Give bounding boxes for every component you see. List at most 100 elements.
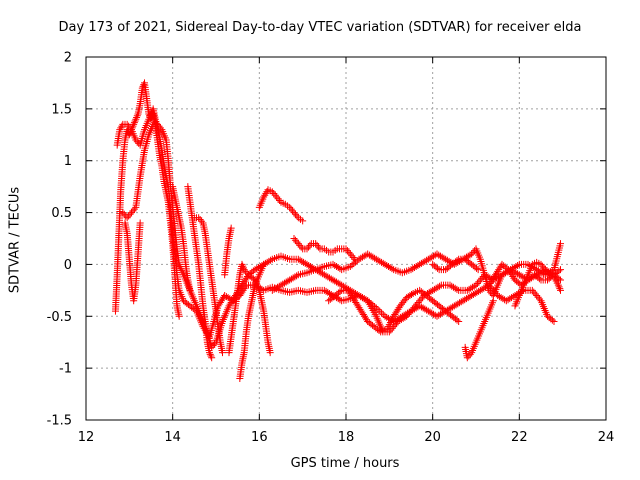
data-point [290,209,298,217]
y-tick-label: 2 [64,51,72,66]
data-point [123,120,131,128]
data-point [541,266,549,274]
data-point [486,288,494,296]
data-point [538,262,546,270]
data-point [156,124,164,132]
data-point [294,240,302,248]
data-point [240,266,248,274]
data-point [531,290,539,298]
y-tick-label: -1 [59,362,72,377]
data-point [206,350,214,358]
data-point [119,209,127,217]
data-point [242,267,250,275]
data-point [128,209,135,217]
y-tick-label: 1.5 [51,102,72,117]
data-point [206,349,213,357]
x-tick-label: 12 [78,430,95,445]
data-point [270,190,278,198]
data-point [465,352,473,360]
data-point [266,349,274,357]
data-point [374,306,382,314]
data-point [474,266,482,274]
y-tick-label: -1.5 [47,414,72,429]
data-point [299,217,307,225]
data-point [530,288,538,296]
data-point [407,307,415,315]
data-point [293,212,301,220]
data-point [466,350,474,358]
data-point [555,283,563,291]
data-point [126,210,134,218]
data-point [534,293,542,301]
data-point [346,263,354,271]
data-point [313,241,321,249]
data-point [489,297,497,305]
data-point [289,207,297,215]
data-point [535,275,543,283]
data-point [296,241,304,249]
data-point [125,122,133,130]
data-point [274,195,282,203]
y-tick-label: -0.5 [47,310,72,325]
data-point [130,119,138,127]
data-point [267,256,275,264]
data-point [388,265,396,273]
data-point [293,272,301,280]
data-point [345,248,353,256]
data-point [243,269,251,277]
data-point [349,254,357,262]
data-point [273,193,281,201]
data-point [528,286,536,294]
x-tick-label: 24 [598,430,615,445]
data-point [536,295,544,303]
data-point [469,248,477,256]
data-point [303,245,311,253]
data-point [133,138,141,146]
data-point [211,340,219,348]
data-point [514,261,522,269]
data-point [473,279,481,287]
data-point [416,297,424,305]
x-axis-label: GPS time / hours [290,456,400,471]
data-point [271,191,279,199]
data-point [132,115,140,123]
data-point [315,243,323,251]
data-point [376,307,384,315]
data-point [557,286,564,294]
data-point [291,236,299,244]
data-point [131,117,139,125]
data-point [286,203,294,211]
data-point [130,120,138,128]
data-point [133,114,141,121]
data-point [186,286,194,294]
data-point [472,281,480,289]
data-point [155,122,163,130]
data-point [268,188,276,196]
data-point [473,264,481,272]
data-point [544,269,552,277]
data-point [348,261,356,269]
data-point [555,267,563,275]
data-point [463,354,471,362]
data-point [227,224,235,232]
data-point [290,235,298,242]
data-point [475,278,483,286]
data-point [540,264,548,272]
data-point [533,292,541,300]
data-point [453,257,461,265]
data-point [196,215,204,223]
data-point [195,214,203,222]
data-point [260,260,268,268]
data-point [436,282,444,290]
data-point [287,205,295,213]
data-point [478,274,486,282]
data-point [556,285,564,293]
data-point [411,302,419,310]
data-point [434,264,442,272]
data-point [261,191,269,199]
y-axis-label: SDTVAR / TECUs [7,186,23,294]
data-point [404,311,412,319]
data-point [455,317,463,325]
data-point [126,124,134,132]
